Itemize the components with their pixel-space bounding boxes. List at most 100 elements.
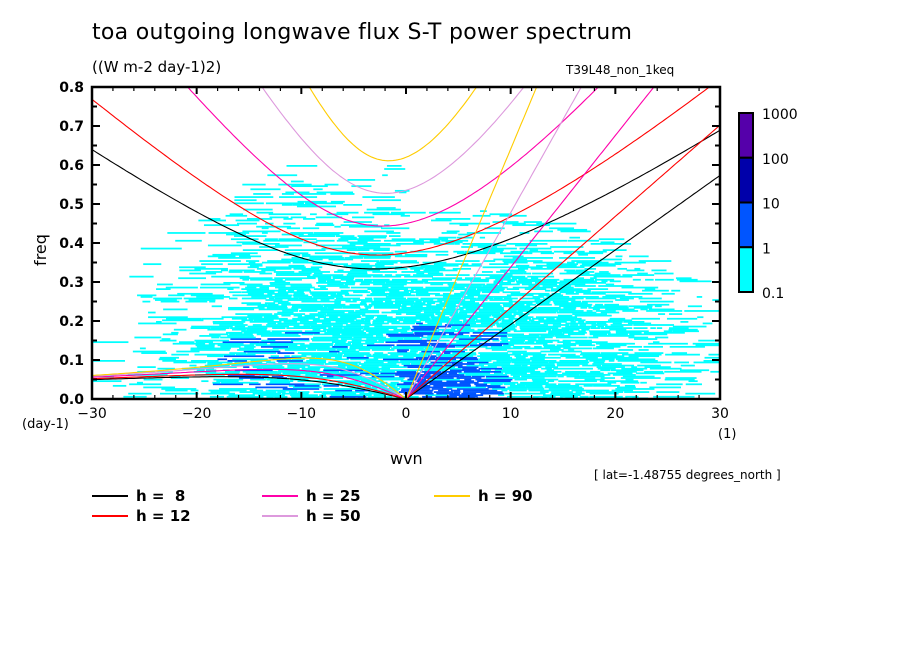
power-cell: [373, 249, 390, 251]
power-cell: [433, 391, 454, 393]
power-cell: [415, 300, 422, 303]
power-cell: [361, 317, 374, 320]
power-cell: [330, 193, 355, 195]
power-cell: [600, 377, 616, 379]
power-cell: [451, 360, 492, 362]
power-cell: [235, 353, 256, 356]
power-cell: [364, 369, 381, 372]
power-cell: [123, 395, 147, 398]
y-tick-label: 0.2: [59, 314, 84, 330]
power-cell: [477, 296, 512, 298]
power-cell: [274, 313, 306, 315]
power-cell: [364, 384, 371, 387]
power-cell: [188, 299, 216, 301]
power-cell: [401, 363, 411, 365]
power-cell: [245, 260, 260, 262]
power-cell: [480, 317, 494, 320]
power-cell: [538, 338, 545, 340]
power-cell: [323, 372, 357, 375]
power-cell: [313, 188, 323, 191]
power-cell: [492, 388, 528, 390]
power-cell: [647, 303, 670, 306]
power-cell: [521, 375, 557, 378]
power-cell: [234, 325, 246, 328]
power-cell: [288, 345, 330, 348]
power-cell: [381, 311, 421, 314]
power-cell: [349, 345, 366, 348]
power-cell: [454, 243, 460, 245]
power-cell: [540, 335, 555, 337]
power-cell: [574, 285, 596, 287]
power-cell: [301, 353, 343, 356]
power-cell: [324, 314, 361, 317]
power-cell: [171, 353, 189, 356]
power-cell: [516, 282, 532, 284]
power-cell: [575, 391, 583, 393]
power-cell: [315, 244, 356, 247]
power-cell: [425, 286, 465, 289]
power-cell: [687, 305, 702, 308]
power-cell: [416, 380, 443, 383]
power-cell: [359, 308, 369, 311]
power-cell: [247, 292, 264, 295]
power-cell: [277, 311, 294, 314]
power-cell: [226, 233, 246, 236]
power-cell: [395, 374, 431, 376]
x-tick-label: 0: [402, 406, 411, 422]
power-cell: [397, 339, 437, 342]
power-cell: [504, 392, 546, 395]
power-cell: [381, 388, 401, 390]
power-cell: [433, 384, 471, 387]
power-cell: [323, 388, 366, 390]
power-cell: [278, 238, 317, 241]
power-cell: [541, 367, 552, 370]
power-cell: [515, 322, 541, 325]
power-cell: [420, 370, 442, 373]
power-cell: [217, 358, 228, 361]
power-cell: [368, 331, 399, 334]
power-cell: [281, 314, 291, 317]
power-cell: [178, 277, 206, 280]
power-cell: [354, 370, 395, 373]
power-cell: [435, 395, 457, 398]
power-cell: [367, 395, 393, 398]
power-cell: [358, 236, 387, 239]
power-cell: [261, 232, 268, 234]
power-cell: [328, 258, 354, 261]
power-cell: [275, 274, 311, 276]
power-cell: [301, 363, 324, 365]
power-cell: [672, 325, 707, 328]
power-cell: [292, 204, 316, 206]
power-cell: [435, 253, 449, 256]
power-cell: [465, 374, 508, 376]
power-cell: [323, 384, 339, 387]
power-cell: [654, 305, 662, 308]
power-cell: [364, 324, 383, 326]
power-cell: [456, 377, 482, 379]
power-cell: [553, 302, 588, 305]
power-cell: [309, 313, 327, 315]
power-cell: [269, 297, 275, 300]
power-cell: [496, 360, 531, 362]
power-cell: [457, 366, 479, 368]
power-cell: [307, 347, 349, 350]
power-cell: [191, 360, 219, 362]
power-cell: [315, 224, 335, 227]
power-cell: [310, 213, 317, 216]
power-cell: [580, 264, 616, 267]
power-cell: [243, 208, 273, 211]
power-cell: [317, 285, 348, 287]
power-cell: [351, 339, 378, 342]
power-cell: [421, 350, 440, 353]
power-cell: [506, 243, 548, 245]
power-cell: [394, 255, 428, 258]
power-cell: [229, 333, 253, 336]
power-cell: [261, 261, 291, 264]
power-cell: [572, 313, 608, 315]
power-cell: [389, 336, 420, 339]
power-cell: [501, 319, 514, 322]
power-cell: [359, 392, 399, 395]
power-cell: [394, 250, 407, 253]
power-cell: [602, 296, 643, 298]
power-cell: [301, 367, 321, 370]
